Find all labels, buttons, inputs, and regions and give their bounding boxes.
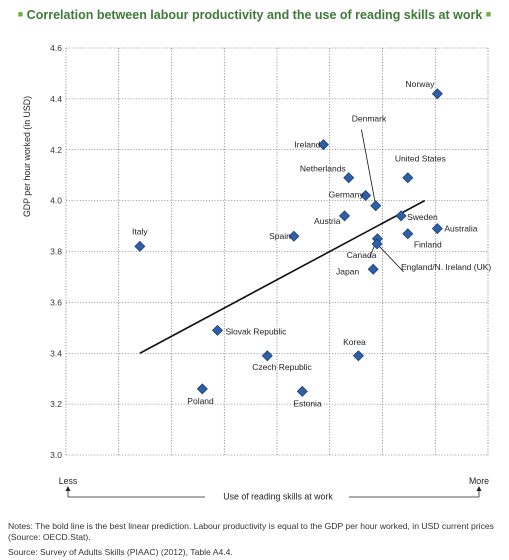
title-marker-left: ■	[17, 9, 24, 19]
data-point	[196, 383, 208, 395]
title-marker-right: ■	[485, 9, 492, 19]
chart-notes: Notes: The bold line is the best linear …	[8, 521, 494, 542]
data-point	[317, 139, 329, 151]
y-tick-label: 3.6	[50, 297, 62, 307]
data-point	[288, 230, 300, 242]
x-axis-arrow-left-head	[65, 486, 71, 491]
data-point	[431, 223, 443, 235]
data-label: Canada	[347, 250, 377, 260]
y-tick-label: 3.4	[50, 348, 62, 358]
chart-title-text: Correlation between labour productivity …	[26, 8, 483, 22]
y-tick-label: 4.2	[50, 145, 62, 155]
data-label: Denmark	[352, 114, 387, 124]
data-point	[339, 210, 351, 222]
data-label: England/N. Ireland (UK)	[401, 262, 491, 272]
trend-line	[139, 199, 426, 354]
data-label: Czech Republic	[252, 362, 312, 372]
y-tick-label: 3.0	[50, 450, 62, 460]
data-label: United States	[395, 154, 446, 164]
y-tick-label: 3.8	[50, 247, 62, 257]
data-label: Spain	[269, 231, 291, 241]
data-label: Australia	[444, 224, 477, 234]
data-label: Japan	[336, 266, 359, 276]
y-tick-label: 4.4	[50, 94, 62, 104]
chart-title: ■ Correlation between labour productivit…	[0, 8, 509, 22]
data-label: Austria	[314, 216, 341, 226]
data-label: Ireland	[294, 140, 320, 150]
data-point	[296, 385, 308, 397]
x-axis-label-bg	[205, 488, 349, 502]
data-point	[367, 263, 379, 275]
data-label: Korea	[343, 337, 366, 347]
data-point	[212, 324, 223, 336]
data-point	[431, 88, 443, 100]
data-point	[395, 210, 407, 222]
data-label: Estonia	[293, 398, 322, 408]
data-point	[360, 190, 372, 202]
x-axis-arrow-right-head	[476, 486, 482, 491]
data-point	[371, 238, 383, 250]
data-label: Sweden	[407, 212, 438, 222]
data-point	[352, 350, 364, 362]
chart-source: Source: Survey of Adults Skills (PIAAC) …	[8, 547, 233, 557]
data-label: Germany	[329, 190, 365, 200]
x-axis-low-label: Less	[59, 476, 78, 486]
data-label: Norway	[406, 79, 436, 89]
leader-line	[361, 129, 377, 206]
data-label: Slovak Republic	[225, 326, 287, 336]
data-label: Poland	[187, 396, 214, 406]
x-axis-high-label: More	[469, 476, 489, 486]
data-point	[402, 228, 414, 240]
data-point	[370, 200, 382, 212]
data-label: Finland	[414, 240, 442, 250]
y-axis-label: GDP per hour worked (in USD)	[22, 96, 32, 217]
y-tick-label: 3.2	[50, 399, 62, 409]
data-label: Netherlands	[300, 164, 346, 174]
y-tick-label: 4.6	[50, 43, 62, 53]
scatter-chart: 3.0 3.2 3.4 3.6 3.8 4.0 4.2 4.4 4.6 GDP per hour …	[22, 43, 491, 502]
data-point	[134, 240, 146, 252]
data-point	[343, 172, 355, 184]
x-axis-label: Use of reading skills at work	[223, 492, 333, 502]
data-point	[261, 350, 273, 362]
y-tick-label: 4.0	[50, 196, 62, 206]
leader-line	[376, 243, 404, 273]
data-label: Italy	[132, 226, 148, 236]
data-point	[402, 172, 414, 184]
